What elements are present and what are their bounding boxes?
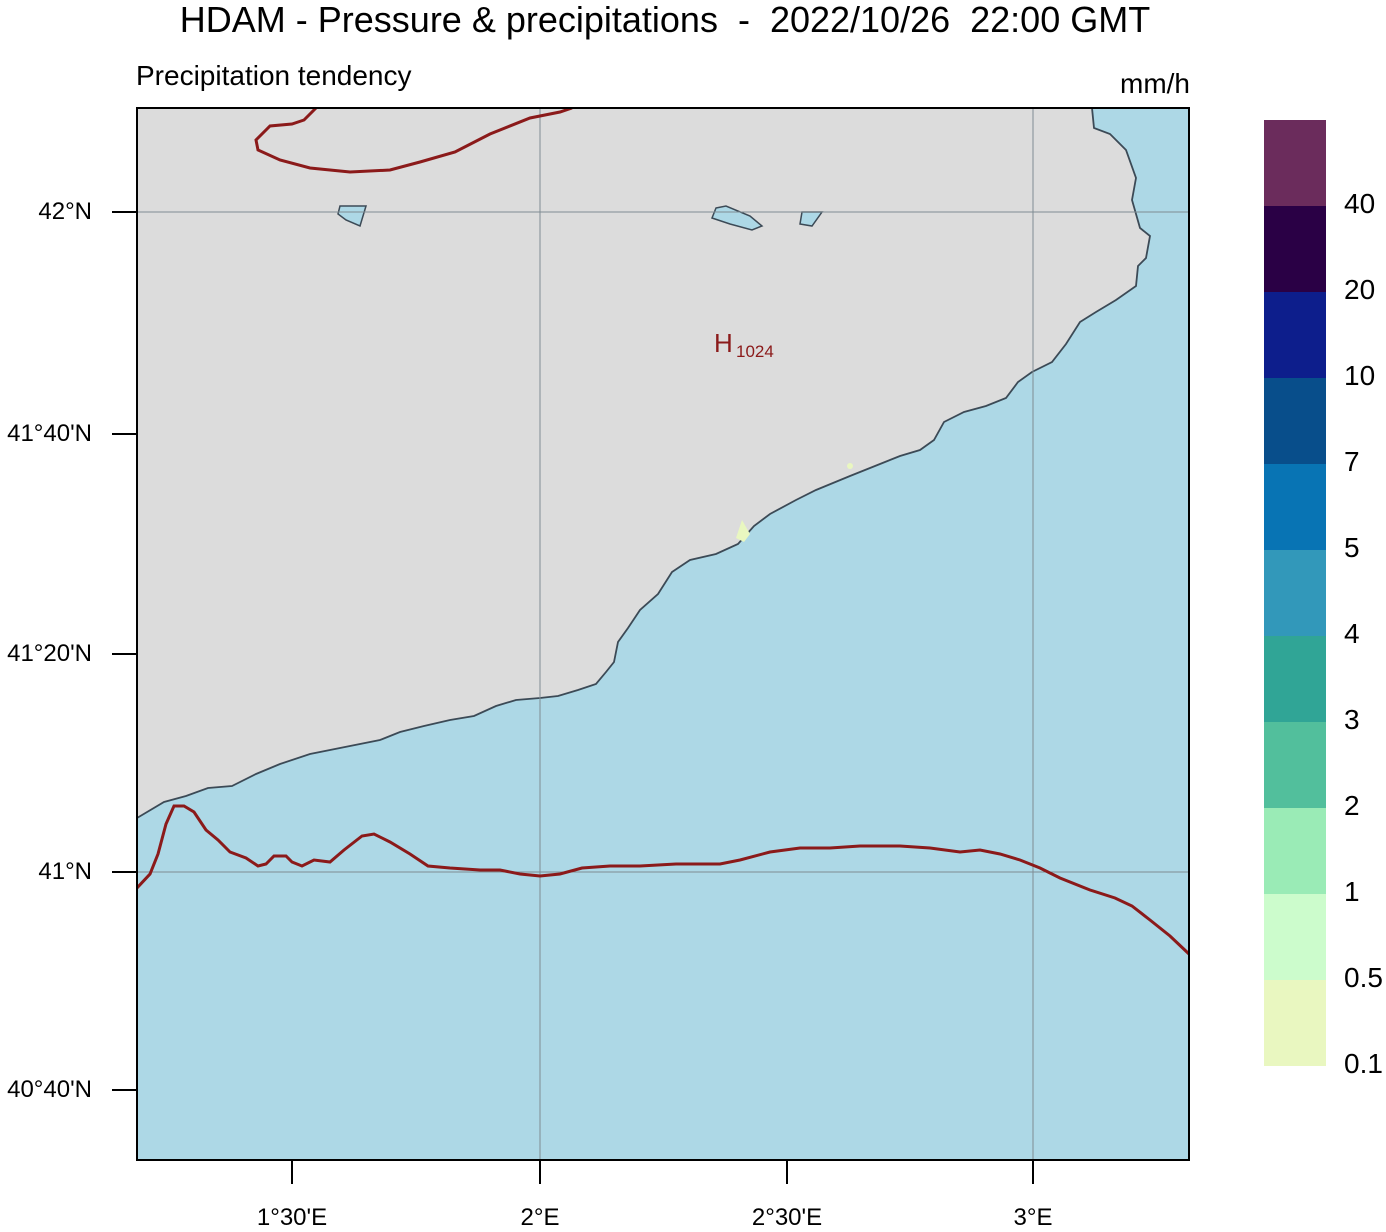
colorbar-label: 0.5 bbox=[1344, 962, 1383, 993]
colorbar-label: 4 bbox=[1344, 618, 1360, 649]
colorbar-swatch bbox=[1264, 636, 1326, 722]
lat-label: 41°20'N bbox=[7, 640, 92, 667]
map-area bbox=[137, 108, 1189, 1160]
colorbar-label: 40 bbox=[1344, 188, 1376, 219]
pressure-center-value: 1024 bbox=[736, 342, 774, 361]
land-area bbox=[137, 108, 1150, 818]
colorbar-swatch bbox=[1264, 980, 1326, 1066]
colorbar-label: 2 bbox=[1344, 790, 1360, 821]
pressure-center-letter: H bbox=[714, 328, 733, 358]
lon-label: 2°E bbox=[520, 1204, 560, 1231]
colorbar-label: 7 bbox=[1344, 446, 1360, 477]
colorbar bbox=[1264, 120, 1326, 1066]
colorbar-swatch bbox=[1264, 378, 1326, 464]
precipitation-cell bbox=[736, 520, 750, 542]
colorbar-label: 5 bbox=[1344, 532, 1360, 563]
colorbar-swatch bbox=[1264, 808, 1326, 894]
lon-label: 1°30'E bbox=[256, 1204, 328, 1231]
lon-label: 2°30'E bbox=[751, 1204, 823, 1231]
isobar bbox=[137, 804, 1189, 956]
lat-label: 41°40'N bbox=[7, 420, 92, 447]
chart-title: HDAM - Pressure & precipitations - 2022/… bbox=[179, 0, 1151, 40]
map-frame bbox=[136, 107, 1190, 1161]
coastline bbox=[137, 108, 1151, 819]
colorbar-label: 0.1 bbox=[1344, 1048, 1383, 1079]
subtitle: Precipitation tendency bbox=[136, 60, 412, 91]
colorbar-label: 3 bbox=[1344, 704, 1360, 735]
colorbar-label: 20 bbox=[1344, 274, 1376, 305]
colorbar-swatch bbox=[1264, 894, 1326, 980]
colorbar-swatch bbox=[1264, 722, 1326, 808]
lon-label: 3°E bbox=[1013, 1204, 1053, 1231]
pressure-center-high: H 1024 bbox=[714, 328, 774, 361]
reservoir-lake bbox=[337, 205, 368, 228]
lat-label: 40°40'N bbox=[7, 1076, 92, 1103]
colorbar-swatch bbox=[1264, 206, 1326, 292]
colorbar-swatch bbox=[1264, 464, 1326, 550]
lat-label: 42°N bbox=[38, 198, 92, 225]
units-label: mm/h bbox=[1120, 68, 1190, 99]
colorbar-swatch bbox=[1264, 292, 1326, 378]
colorbar-label: 1 bbox=[1344, 876, 1360, 907]
lat-label: 41°N bbox=[38, 858, 92, 885]
precipitation-cell bbox=[847, 463, 853, 469]
colorbar-swatch bbox=[1264, 120, 1326, 206]
colorbar-swatch bbox=[1264, 550, 1326, 636]
colorbar-label: 10 bbox=[1344, 360, 1376, 391]
isobar bbox=[254, 108, 573, 174]
